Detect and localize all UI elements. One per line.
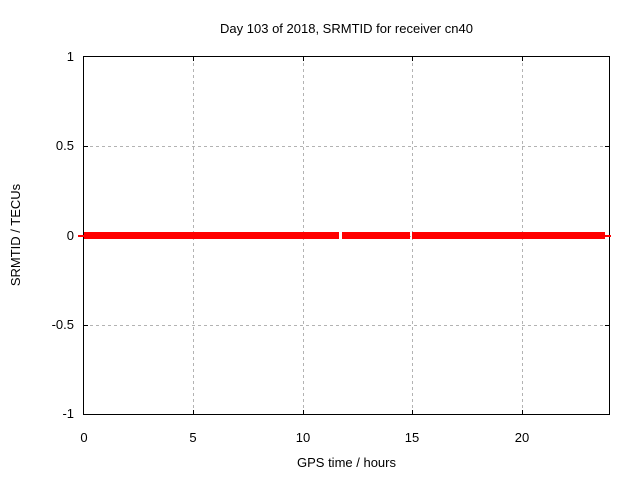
x-tick-label: 0 xyxy=(80,430,88,445)
x-tick-label: 20 xyxy=(514,430,530,445)
x-tick-bottom xyxy=(522,410,523,414)
data-line-thick xyxy=(412,232,605,239)
data-line-thin xyxy=(78,235,85,237)
x-tick-bottom xyxy=(303,410,304,414)
x-tick-top xyxy=(193,57,194,61)
y-tick-label: 1 xyxy=(66,49,74,64)
y-tick-left xyxy=(84,325,88,326)
data-line-thin xyxy=(605,235,611,237)
x-axis-label: GPS time / hours xyxy=(297,455,396,470)
y-gridline xyxy=(84,325,609,326)
x-tick-top xyxy=(522,57,523,61)
data-line-thick xyxy=(84,232,339,239)
data-line-thick xyxy=(342,232,410,239)
y-gridline xyxy=(84,146,609,147)
y-tick-right xyxy=(605,325,609,326)
x-tick-bottom xyxy=(193,410,194,414)
y-tick-label: 0 xyxy=(66,228,74,243)
chart-title: Day 103 of 2018, SRMTID for receiver cn4… xyxy=(220,21,473,36)
y-tick-left xyxy=(84,146,88,147)
x-tick-label: 15 xyxy=(404,430,420,445)
y-tick-right xyxy=(605,146,609,147)
plot-area xyxy=(78,56,611,415)
y-tick-label: -1 xyxy=(62,406,74,421)
x-tick-top xyxy=(303,57,304,61)
y-tick-label: 0.5 xyxy=(55,138,74,153)
x-tick-top xyxy=(412,57,413,61)
x-tick-label: 5 xyxy=(189,430,197,445)
x-tick-bottom xyxy=(412,410,413,414)
y-tick-label: -0.5 xyxy=(51,317,74,332)
x-tick-label: 10 xyxy=(295,430,311,445)
